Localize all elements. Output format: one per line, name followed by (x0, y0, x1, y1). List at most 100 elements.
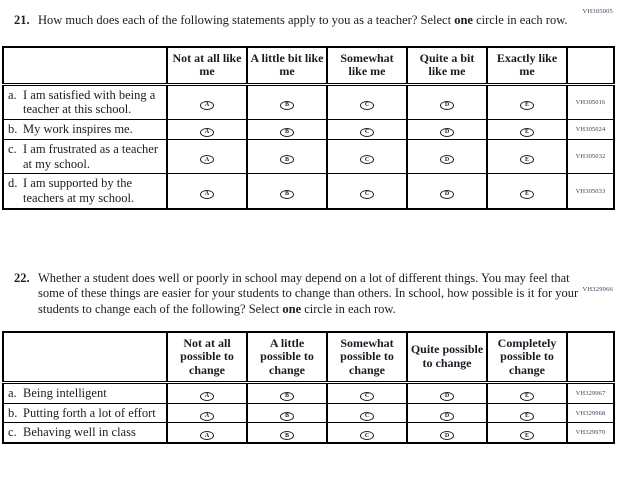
table-row-a: a. I am satisfied with being a teacher at… (2, 83, 615, 120)
row-statement: My work inspires me. (23, 122, 133, 136)
row-letter: c. (8, 141, 17, 156)
bubble-c[interactable]: C (360, 155, 374, 164)
bubble-a[interactable]: A (200, 431, 214, 441)
question-21-table-header: Not at all like me A little bit like me … (2, 45, 615, 86)
column-header-somewhat: Somewhat like me (326, 45, 408, 86)
question-21-accession-code: VH305005 (582, 8, 613, 15)
bubble-b[interactable]: B (280, 411, 294, 421)
option-cell: E (486, 402, 568, 424)
row-letter: b. (8, 122, 18, 136)
bubble-e[interactable]: E (520, 100, 534, 110)
statement-cell: c. I am frustrated as a teacher at my sch… (2, 138, 168, 175)
question-22-accession-code: VH329966 (582, 286, 613, 293)
row-accession-code: VH329967 (566, 381, 615, 404)
statement-cell: b. My work inspires me. (2, 119, 168, 140)
question-22-text-after: circle in each row. (301, 302, 396, 316)
bubble-a[interactable]: A (200, 391, 214, 401)
option-cell: D (406, 422, 488, 445)
bubble-a[interactable]: A (200, 155, 214, 164)
empty-header-cell (2, 330, 168, 384)
option-cell: A (166, 381, 248, 404)
question-21-text-before: How much does each of the following stat… (38, 13, 455, 27)
table-row-d: d. I am supported by the teachers at my s… (2, 173, 615, 210)
row-statement: I am frustrated as a teacher at my schoo… (23, 141, 158, 171)
question-22-table-header: Not at all possible to change A little p… (2, 330, 615, 384)
bubble-d[interactable]: D (440, 391, 454, 401)
bubble-b[interactable]: B (280, 100, 294, 110)
bubble-b[interactable]: B (280, 127, 294, 137)
option-cell: B (246, 381, 328, 404)
statement-cell: a. I am satisfied with being a teacher at… (2, 83, 168, 120)
option-cell: A (166, 83, 248, 120)
option-cell: C (326, 119, 408, 140)
column-header-completely-possible: Completely possible to change (486, 330, 568, 384)
row-statement: Putting forth a lot of effort (23, 405, 156, 420)
table-row-a: a. Being intelligent A B C D E VH329967 (2, 381, 615, 404)
row-accession-code: VH329970 (566, 422, 615, 445)
option-cell: E (486, 381, 568, 404)
bubble-b[interactable]: B (280, 155, 294, 164)
question-21-response-table: Not at all like me A little bit like me … (2, 45, 615, 210)
bubble-e[interactable]: E (520, 431, 534, 441)
bubble-e[interactable]: E (520, 189, 534, 199)
option-cell: D (406, 381, 488, 404)
question-22-table-body: a. Being intelligent A B C D E VH329967 b… (2, 381, 615, 445)
bubble-c[interactable]: C (360, 391, 374, 401)
option-cell: D (406, 119, 488, 140)
option-cell: A (166, 402, 248, 424)
column-header-not-at-all-possible: Not at all possible to change (166, 330, 248, 384)
bubble-d[interactable]: D (440, 411, 454, 421)
bubble-a[interactable]: A (200, 127, 214, 137)
bubble-e[interactable]: E (520, 155, 534, 164)
bubble-b[interactable]: B (280, 391, 294, 401)
bubble-a[interactable]: A (200, 100, 214, 110)
bubble-d[interactable]: D (440, 155, 454, 164)
column-header-somewhat-possible: Somewhat possible to change (326, 330, 408, 384)
bubble-d[interactable]: D (440, 431, 454, 441)
question-21-text-after: circle in each row. (472, 13, 568, 27)
bubble-c[interactable]: C (360, 431, 374, 441)
row-accession-code: VH305016 (566, 83, 615, 120)
bubble-b[interactable]: B (280, 431, 294, 441)
row-accession-code: VH305024 (566, 119, 615, 140)
bubble-a[interactable]: A (200, 189, 214, 199)
question-21: 21. How much does each of the following … (14, 0, 607, 29)
option-cell: B (246, 119, 328, 140)
option-cell: A (166, 173, 248, 210)
bubble-d[interactable]: D (440, 127, 454, 137)
row-letter: a. (8, 385, 17, 400)
code-header-cell (566, 330, 615, 384)
bubble-c[interactable]: C (360, 189, 374, 199)
row-letter: d. (8, 176, 18, 191)
bubble-b[interactable]: B (280, 189, 294, 199)
option-cell: E (486, 138, 568, 175)
statement-cell: c. Behaving well in class (2, 422, 168, 445)
question-22-text-before: Whether a student does well or poorly in… (38, 270, 579, 316)
bubble-a[interactable]: A (200, 411, 214, 421)
bubble-e[interactable]: E (520, 391, 534, 401)
empty-header-cell (2, 45, 168, 86)
row-accession-code: VH305032 (566, 138, 615, 175)
bubble-c[interactable]: C (360, 127, 374, 137)
bubble-e[interactable]: E (520, 127, 534, 137)
statement-cell: b. Putting forth a lot of effort (2, 402, 168, 424)
bubble-d[interactable]: D (440, 189, 454, 199)
option-cell: B (246, 83, 328, 120)
bubble-c[interactable]: C (360, 100, 374, 110)
option-cell: D (406, 138, 488, 175)
statement-cell: d. I am supported by the teachers at my s… (2, 173, 168, 210)
bubble-d[interactable]: D (440, 100, 454, 110)
question-21-table-body: a. I am satisfied with being a teacher at… (2, 83, 615, 210)
option-cell: E (486, 119, 568, 140)
bubble-e[interactable]: E (520, 411, 534, 421)
bubble-c[interactable]: C (360, 411, 374, 421)
option-cell: C (326, 422, 408, 445)
question-22-number: 22. (14, 270, 30, 285)
option-cell: B (246, 422, 328, 445)
row-statement: I am supported by the teachers at my sch… (23, 176, 135, 205)
option-cell: B (246, 138, 328, 175)
question-21-text: How much does each of the following stat… (38, 13, 590, 29)
option-cell: B (246, 173, 328, 210)
code-header-cell (566, 45, 615, 86)
option-cell: A (166, 138, 248, 175)
